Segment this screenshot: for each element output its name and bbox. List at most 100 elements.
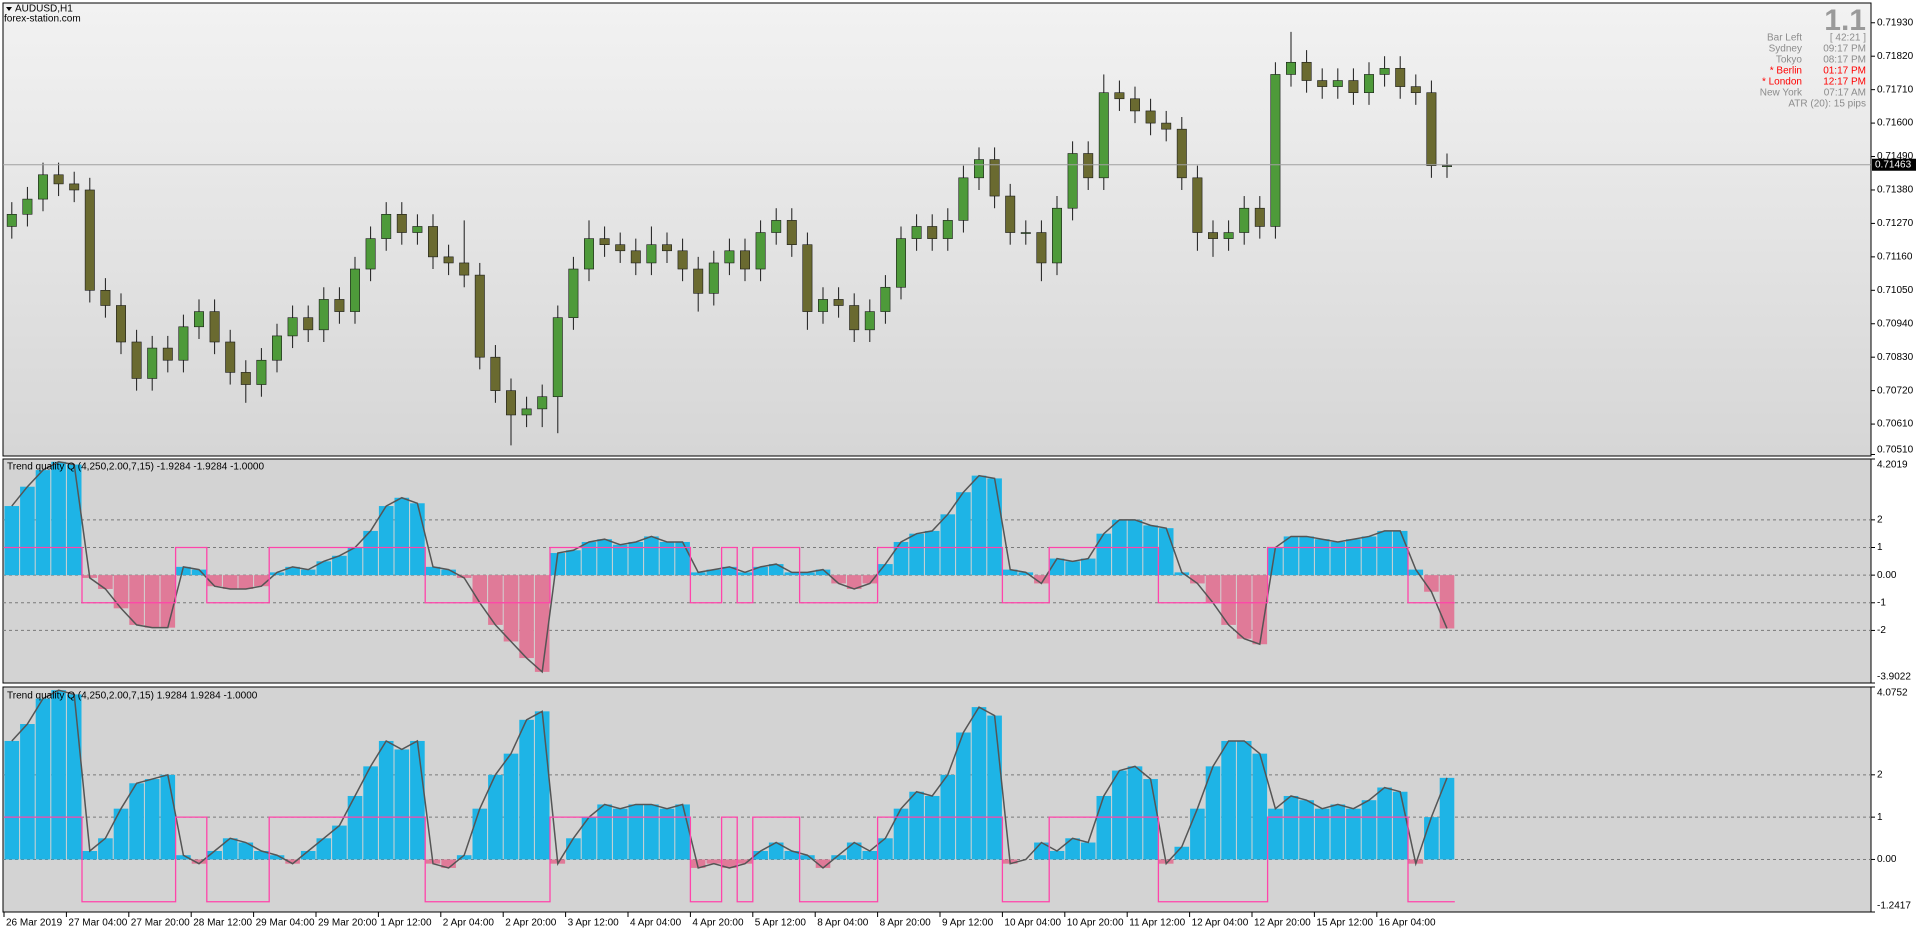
x-tick-label: 28 Mar 12:00 — [193, 918, 252, 929]
candle-body — [1332, 80, 1343, 87]
histogram-bar — [82, 850, 98, 860]
histogram-bar — [300, 569, 316, 576]
histogram-bar — [987, 478, 1002, 576]
histogram-bar — [66, 464, 82, 576]
histogram-bar — [924, 530, 940, 576]
x-tick-label: 27 Mar 04:00 — [68, 918, 127, 929]
candle-body — [38, 174, 48, 200]
candle-body — [1286, 61, 1296, 75]
candle-body — [443, 256, 454, 264]
histogram-bar — [254, 575, 269, 587]
info-label: * London — [1762, 77, 1802, 88]
histogram-bar — [35, 698, 51, 860]
x-tick-label: 2 Apr 20:00 — [505, 918, 557, 929]
y-tick-label: 0.70830 — [1877, 352, 1914, 363]
candle-body — [833, 299, 844, 306]
candle-body — [693, 268, 704, 294]
histogram-bar — [488, 575, 503, 625]
histogram-bar — [1392, 791, 1408, 860]
candle-body — [1114, 92, 1125, 100]
y-tick-label: 0.71050 — [1877, 285, 1914, 296]
symbol-title: AUDUSD,H1 — [15, 4, 73, 15]
candle-body — [334, 299, 345, 312]
histogram-bar — [846, 575, 862, 589]
histogram-bar — [20, 724, 35, 860]
candle-body — [6, 213, 17, 227]
histogram-bar — [581, 541, 597, 576]
histogram-bar — [909, 791, 924, 860]
x-tick-label: 4 Apr 20:00 — [692, 918, 744, 929]
indicator-title: Trend quality Q (4,250,2.00,7,15) 1.9284… — [7, 691, 258, 702]
candle-body — [1005, 195, 1016, 233]
candle-body — [474, 274, 485, 358]
info-label: Tokyo — [1776, 55, 1803, 66]
histogram-bar — [1361, 536, 1377, 576]
histogram-bar — [1236, 740, 1252, 860]
histogram-bar — [456, 575, 472, 578]
y-tick-label: 0.71710 — [1877, 84, 1914, 95]
histogram-bar — [612, 808, 628, 860]
histogram-bar — [1205, 575, 1221, 603]
histogram-bar — [113, 808, 129, 860]
histogram-bar — [503, 575, 519, 642]
y-tick-label: 0.70940 — [1877, 318, 1914, 329]
info-label: Sydney — [1769, 44, 1802, 55]
histogram-bar — [862, 850, 878, 860]
info-label: Bar Left — [1767, 33, 1802, 44]
candle-body — [974, 159, 984, 179]
candle-body — [350, 268, 360, 312]
histogram-bar — [1080, 558, 1096, 576]
histogram-bar — [1252, 575, 1268, 645]
histogram-bar — [207, 575, 222, 587]
candle-body — [1317, 80, 1328, 87]
candle-body — [927, 226, 938, 239]
info-label: * Berlin — [1770, 66, 1802, 77]
histogram-bar — [753, 566, 768, 576]
candle-body — [396, 213, 407, 233]
histogram-bar — [1283, 536, 1299, 576]
x-tick-label: 1 Apr 12:00 — [380, 918, 432, 929]
histogram-bar — [1236, 575, 1252, 639]
candle-body — [178, 326, 189, 361]
current-price-box — [1872, 158, 1916, 171]
histogram-bar — [737, 859, 753, 864]
histogram-bar — [1408, 569, 1424, 576]
candle-body — [662, 244, 672, 252]
histogram-bar — [1314, 539, 1330, 576]
histogram-bar — [222, 838, 238, 860]
histogram-bar — [410, 740, 425, 860]
histogram-bar — [1252, 753, 1268, 860]
histogram-outline — [11, 689, 1448, 869]
candle-body — [615, 244, 626, 252]
current-price-label: 0.71463 — [1875, 159, 1912, 170]
candle-body — [1395, 68, 1406, 87]
histogram-bar — [160, 575, 176, 628]
y-tick-label: 1 — [1877, 542, 1883, 553]
candle-body — [880, 286, 891, 312]
candle-body — [584, 238, 594, 270]
histogram-bar — [1049, 850, 1065, 860]
candle-body — [53, 174, 64, 185]
histogram-bar — [144, 575, 160, 628]
histogram-bar — [1002, 569, 1018, 576]
histogram-bar — [1377, 530, 1392, 576]
histogram-bar — [456, 855, 472, 860]
histogram-bar — [1330, 804, 1346, 860]
candle-body — [568, 268, 579, 318]
menu-icon[interactable] — [6, 7, 12, 11]
histogram-bar — [722, 566, 737, 576]
y-tick-label: 4.0752 — [1877, 688, 1908, 699]
histogram-bar — [612, 544, 628, 576]
candle-body — [630, 250, 641, 264]
candle-body — [1036, 232, 1047, 264]
histogram-bar — [394, 749, 410, 860]
signal-line — [4, 546, 1455, 604]
histogram-bar — [66, 694, 82, 860]
histogram-bar — [1190, 575, 1205, 584]
candle-body — [1020, 232, 1031, 234]
candle-body — [162, 347, 173, 361]
candle-body — [428, 226, 438, 258]
candle-body — [1208, 232, 1218, 239]
candle-body — [1426, 92, 1437, 166]
histogram-bar — [1392, 530, 1408, 576]
